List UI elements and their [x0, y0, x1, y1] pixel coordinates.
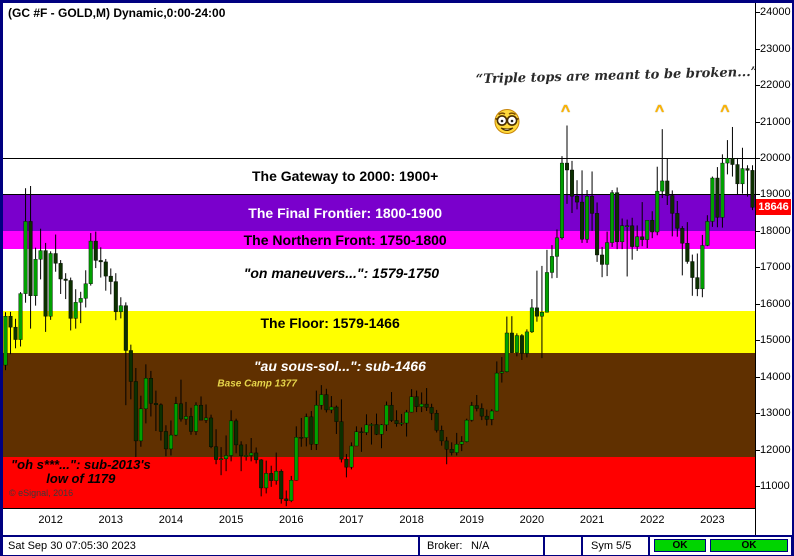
year-label-2019: 2019 — [459, 514, 484, 526]
price-label: 12000 — [760, 443, 791, 456]
band-floor — [3, 311, 755, 353]
price-label: 14000 — [760, 370, 791, 383]
year-label-2015: 2015 — [218, 514, 244, 526]
band-northern-front — [3, 230, 755, 250]
time-axis[interactable]: 2012 2013 2014 2015 2016 2017 2018 2019 2020 2021… — [3, 508, 755, 536]
price-tick — [756, 267, 760, 269]
triple-top-caret-3: ^ — [720, 103, 730, 121]
price-axis[interactable]: 24000 23000 22000 21000 20000 19000 18000 17000… — [755, 3, 792, 535]
broker-value: N/A — [471, 540, 490, 552]
year-label-2022: 2022 — [639, 514, 665, 526]
status-bar: Sat Sep 30 07:05:30 2023 Broker: N/A Sym… — [3, 535, 791, 555]
ok-button-2[interactable]: OK — [710, 539, 788, 552]
nerd-face-icon — [490, 107, 524, 144]
ok-button-1[interactable]: OK — [654, 539, 706, 552]
watermark: © eSignal, 2016 — [9, 487, 74, 498]
price-tick — [756, 194, 760, 196]
price-label: 24000 — [760, 6, 791, 19]
year-label-2023: 2023 — [700, 514, 725, 526]
year-label-2020: 2020 — [519, 514, 545, 526]
year-label-2013: 2013 — [98, 514, 124, 526]
sym-indicator: Sym 5/5 — [591, 540, 632, 552]
price-label: 11000 — [760, 480, 790, 493]
price-label: 22000 — [760, 79, 791, 92]
band-label-northern-front: The Northern Front: 1750-1800 — [243, 232, 447, 248]
price-tick — [756, 303, 760, 305]
band-on-maneuvers — [3, 249, 755, 312]
year-label-2018: 2018 — [399, 514, 424, 526]
year-label-2012: 2012 — [38, 514, 63, 526]
price-label: 13000 — [760, 407, 791, 420]
band-label-line: low of 1179 — [46, 471, 116, 487]
price-tick — [756, 376, 760, 378]
year-label-2014: 2014 — [158, 514, 184, 526]
band-label-floor: The Floor: 1579-1466 — [260, 314, 400, 331]
price-label: 21000 — [760, 115, 791, 128]
price-tick — [756, 449, 760, 451]
band-sublabel-sous-sol: Base Camp 1377 — [217, 378, 297, 390]
band-oh-s — [3, 457, 755, 508]
price-tick — [756, 12, 760, 14]
triple-top-caret-1: ^ — [560, 103, 571, 121]
status-separator — [581, 537, 583, 555]
last-price-badge: 18646 — [756, 199, 791, 216]
status-datetime: Sat Sep 30 07:05:30 2023 — [8, 540, 136, 552]
year-label-2021: 2021 — [579, 514, 605, 526]
price-label: 23000 — [760, 42, 791, 55]
price-tick — [756, 413, 760, 415]
year-label-2016: 2016 — [279, 514, 304, 526]
price-label: 17000 — [760, 261, 791, 274]
price-tick — [756, 85, 760, 87]
chart-title: (GC #F - GOLD,M) Dynamic,0:00-24:00 — [8, 6, 226, 20]
triple-top-caret-2: ^ — [654, 103, 665, 121]
band-gateway — [3, 157, 755, 195]
price-line-19000 — [3, 194, 755, 196]
price-label: 18000 — [760, 224, 791, 237]
price-line-20000 — [3, 157, 755, 159]
price-tick — [756, 486, 760, 488]
price-tick — [756, 230, 760, 232]
price-label: 16000 — [760, 297, 791, 310]
band-label-oh-s: "oh s***...": sub-2013's low of 1179 — [11, 458, 151, 486]
band-label-gateway: The Gateway to 2000: 1900+ — [251, 168, 439, 185]
status-separator — [543, 537, 545, 555]
band-label-line: "oh s***...": sub-2013's — [11, 457, 151, 473]
price-tick — [756, 121, 760, 123]
price-label: 19000 — [760, 188, 791, 201]
band-label-sous-sol: "au sous-sol...": sub-1466 — [253, 357, 426, 374]
year-label-2017: 2017 — [339, 514, 364, 526]
price-tick — [756, 340, 760, 342]
price-label: 20000 — [760, 151, 791, 164]
price-tick — [756, 157, 760, 159]
candlestick-series — [3, 125, 755, 507]
broker-label: Broker: — [427, 540, 463, 552]
band-label-final-frontier: The Final Frontier: 1800-1900 — [248, 204, 443, 221]
status-separator — [648, 537, 650, 555]
chart-plot[interactable]: (GC #F - GOLD,M) Dynamic,0:00-24:00 “Tri… — [3, 3, 755, 508]
price-label: 15000 — [760, 334, 791, 347]
band-final-frontier — [3, 194, 755, 231]
band-label-on-maneuvers: "on maneuvers...": 1579-1750 — [243, 264, 440, 281]
status-separator — [418, 537, 420, 555]
band-sous-sol — [3, 352, 755, 458]
price-tick — [756, 48, 760, 50]
